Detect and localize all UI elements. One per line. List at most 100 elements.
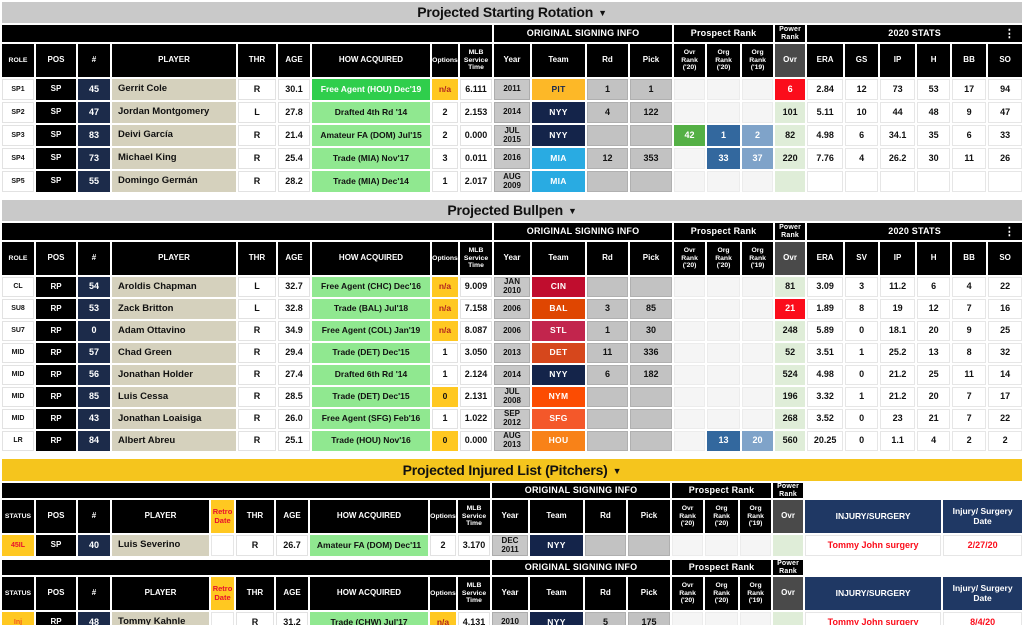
cell-age: 26.0 (278, 409, 310, 429)
section-title-starting-rotation[interactable]: Projected Starting Rotation ▼ (2, 2, 1022, 23)
cell-power-rank (775, 171, 806, 192)
section-title-bullpen[interactable]: Projected Bullpen ▼ (2, 200, 1022, 221)
cell-era: 4.98 (807, 125, 844, 146)
cell-ovr-rank-20 (672, 612, 704, 625)
cell-pick (628, 535, 671, 556)
cell-year: JUL 2015 (494, 125, 530, 146)
table-row: MID RP 43 Jonathan Loaisiga R 26.0 Free Agent … (2, 409, 1023, 429)
cell-number: 57 (78, 343, 110, 363)
column-header-rd: Rd (585, 577, 626, 610)
column-header-org-rank-19: Org Rank ('19) (742, 44, 774, 77)
cell-org-rank-20 (707, 79, 741, 100)
column-header-pick: Pick (628, 500, 671, 533)
cell-pick (630, 431, 673, 451)
cell-role: LR (2, 431, 34, 451)
column-header-options: Options (432, 44, 458, 77)
cell-ovr-rank-20 (674, 148, 706, 169)
kebab-menu-icon[interactable]: ⋮ (1003, 27, 1016, 40)
cell-rd (587, 409, 628, 429)
cell-role: MID (2, 387, 34, 407)
cell-power-rank: 82 (775, 125, 806, 146)
cell-gs: 4 (845, 148, 879, 169)
cell-power-rank: 268 (775, 409, 806, 429)
group-header: Prospect Rank (674, 25, 774, 42)
cell-how-acquired: Drafted 4th Rd '14 (312, 102, 430, 123)
cell-rd: 1 (587, 79, 628, 100)
cell-org-rank-20 (707, 277, 741, 297)
column-header-year: Year (494, 44, 530, 77)
cell-so: 22 (988, 409, 1023, 429)
cell-player: Luis Cessa (112, 387, 236, 407)
column-header-pick: Pick (630, 242, 673, 275)
cell-era: 7.76 (807, 148, 844, 169)
table-row: Inj RP 48 Tommy Kahnle R 31.2 Trade (CHW) Jul'… (2, 612, 1023, 625)
column-header-service-time: MLB Service Time (460, 44, 492, 77)
section-title-injured-list[interactable]: Projected Injured List (Pitchers) ▼ (2, 459, 1022, 481)
cell-h: 13 (917, 343, 951, 363)
column-header-thr: THR (236, 577, 274, 610)
table-row: SP3 SP 83 Deivi García R 21.4 Amateur FA (DOM)… (2, 125, 1023, 146)
cell-org-rank-19 (742, 79, 774, 100)
cell-team: BAL (532, 299, 585, 319)
cell-power-rank: 101 (775, 102, 806, 123)
cell-so (988, 171, 1023, 192)
table-injured-list-0: ORIGINAL SIGNING INFO Prospect Rank Power … (0, 481, 1024, 558)
cell-pick (630, 387, 673, 407)
column-header-bb: BB (952, 242, 987, 275)
kebab-menu-icon[interactable]: ⋮ (1003, 225, 1016, 238)
cell-h: 30 (917, 148, 951, 169)
cell-status: 45IL (2, 535, 34, 556)
cell-ip: 26.2 (880, 148, 916, 169)
column-header-player: PLAYER (112, 242, 236, 275)
cell-thr: R (238, 409, 276, 429)
column-header-number: # (78, 44, 110, 77)
column-header-h: H (917, 242, 951, 275)
cell-team: PIT (532, 79, 585, 100)
cell-org-rank-20 (707, 409, 741, 429)
column-header-year: Year (494, 242, 530, 275)
cell-service-time: 7.158 (460, 299, 492, 319)
cell-number: 56 (78, 365, 110, 385)
column-header-org-rank-20: Org Rank ('20) (705, 577, 739, 610)
cell-how-acquired: Free Agent (COL) Jan'19 (312, 321, 430, 341)
cell-pick (630, 171, 673, 192)
cell-ip: 25.2 (880, 343, 916, 363)
cell-ip (880, 171, 916, 192)
cell-age: 28.2 (278, 171, 310, 192)
cell-pos: SP (36, 171, 76, 192)
cell-org-rank-20 (705, 612, 739, 625)
cell-year: 2014 (494, 102, 530, 123)
cell-pos: SP (36, 535, 76, 556)
cell-service-time: 0.000 (460, 431, 492, 451)
cell-options: n/a (430, 612, 456, 625)
column-header-options: Options (430, 500, 456, 533)
cell-h: 48 (917, 102, 951, 123)
column-header-team: Team (532, 44, 585, 77)
cell-role: SP5 (2, 171, 34, 192)
column-header-era: ERA (807, 44, 844, 77)
cell-org-rank-19 (742, 321, 774, 341)
cell-power-rank: 248 (775, 321, 806, 341)
cell-service-time: 6.111 (460, 79, 492, 100)
cell-pick (630, 125, 673, 146)
cell-power-rank (773, 612, 804, 625)
cell-year: 2016 (494, 148, 530, 169)
cell-how-acquired: Free Agent (SFG) Feb'16 (312, 409, 430, 429)
table-row: SP1 SP 45 Gerrit Cole R 30.1 Free Agent (HOU) … (2, 79, 1023, 100)
group-header: ORIGINAL SIGNING INFO (492, 483, 671, 498)
column-header-how-acquired: HOW ACQUIRED (310, 577, 428, 610)
cell-team: CIN (532, 277, 585, 297)
cell-role: SP4 (2, 148, 34, 169)
cell-team: NYY (532, 125, 585, 146)
cell-options: 0 (432, 387, 458, 407)
table-row: MID RP 85 Luis Cessa R 28.5 Trade (DET) Dec'15… (2, 387, 1023, 407)
cell-role: MID (2, 365, 34, 385)
cell-era: 3.32 (807, 387, 844, 407)
cell-thr: R (238, 79, 276, 100)
column-header-retro-date: Retro Date (211, 577, 234, 610)
column-header-ovr-rank-20: Ovr Rank ('20) (672, 500, 704, 533)
cell-options: 1 (432, 171, 458, 192)
cell-year: JUL 2008 (494, 387, 530, 407)
cell-so: 26 (988, 148, 1023, 169)
